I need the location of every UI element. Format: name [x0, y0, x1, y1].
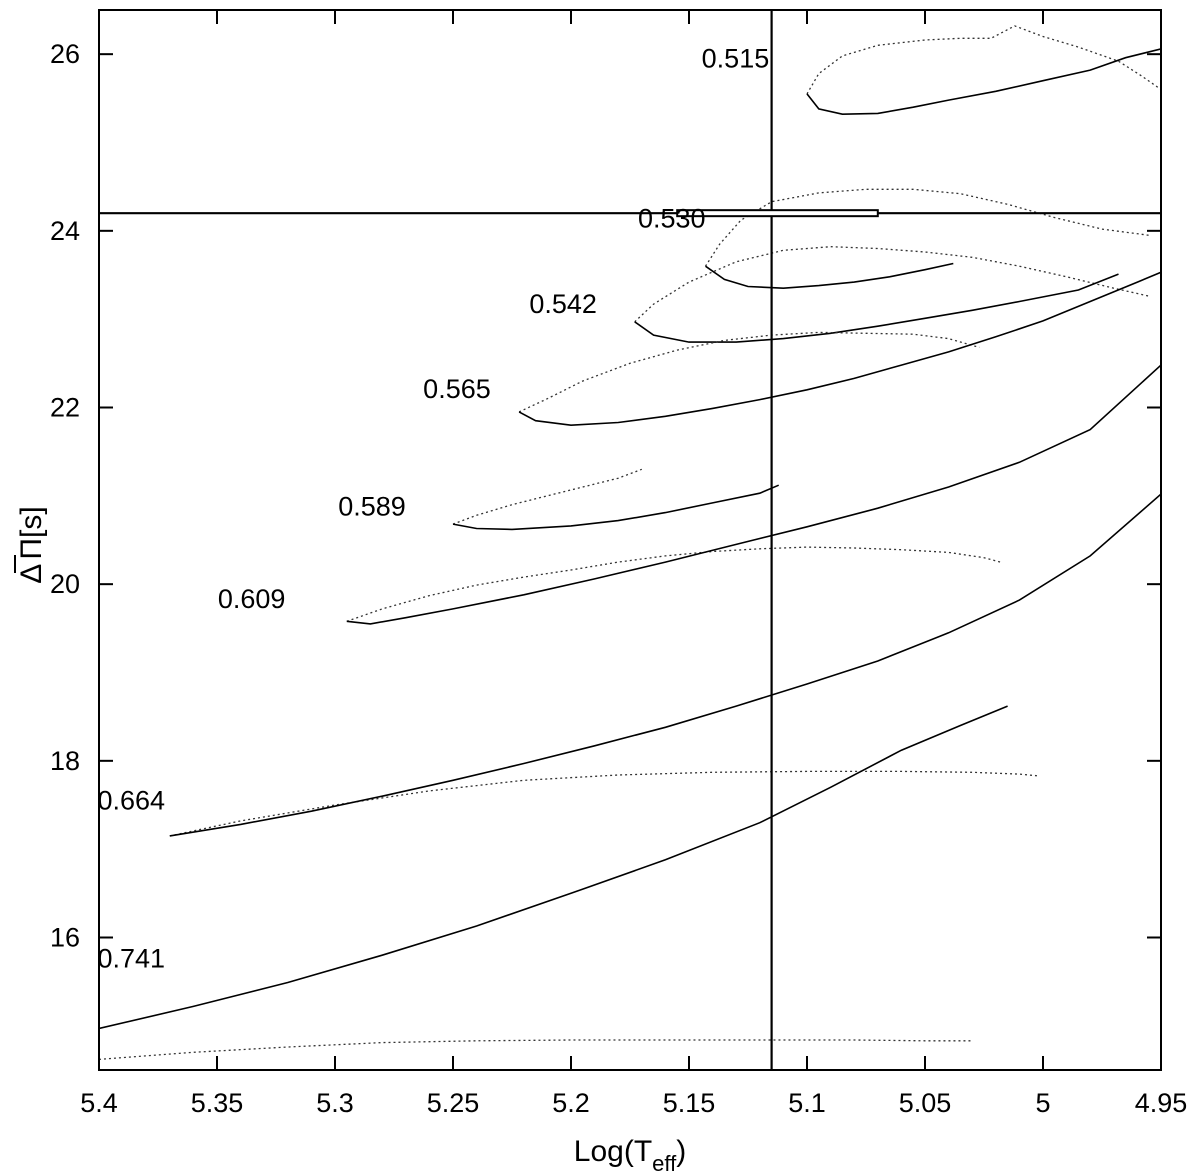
track-0.664-dotted — [169, 770, 1039, 837]
tick-marks — [98, 10, 1162, 1070]
mass-label: 0.664 — [98, 785, 166, 815]
mass-label: 0.515 — [702, 43, 770, 73]
y-tick-label: 22 — [50, 393, 80, 423]
x-tick-label: 5.4 — [80, 1088, 118, 1118]
x-tick-label: 5.2 — [552, 1088, 590, 1118]
x-tick-label: 4.95 — [1135, 1088, 1188, 1118]
track-0.741-solid — [99, 705, 1008, 1030]
track-0.542-solid — [634, 273, 1119, 343]
mass-labels: 0.515 0.530 0.542 0.565 0.589 0.609 0.664 0.741 — [98, 43, 770, 973]
track-0.741-dotted — [99, 1039, 973, 1061]
y-tick-label: 26 — [50, 39, 80, 69]
x-tick-label: 5.1 — [788, 1088, 826, 1118]
plot-frame — [98, 9, 1162, 1071]
y-tick-label: 16 — [50, 923, 80, 953]
mass-label: 0.609 — [218, 584, 286, 614]
y-axis-title: ΔΠ[s] — [14, 506, 48, 584]
track-0.530-solid — [705, 262, 954, 290]
mass-label: 0.565 — [423, 374, 491, 404]
x-axis-title: Log(Teff) — [574, 1135, 686, 1172]
evolutionary-tracks — [99, 25, 1161, 1061]
y-tick-label: 20 — [50, 569, 80, 599]
track-0.589-solid — [452, 484, 780, 531]
track-0.542-dotted — [634, 246, 1150, 323]
track-0.664-solid — [169, 493, 1161, 837]
svg-text:ΔΠ[s]: ΔΠ[s] — [15, 506, 48, 583]
observed-reference — [99, 10, 1161, 1070]
mass-label: 0.530 — [638, 203, 706, 233]
track-0.515-solid — [806, 48, 1161, 116]
x-tick-label: 5.35 — [191, 1088, 244, 1118]
track-0.609-solid — [346, 364, 1161, 625]
y-tick-label: 24 — [50, 216, 80, 246]
mass-label: 0.589 — [338, 491, 406, 521]
mass-label: 0.542 — [529, 289, 597, 319]
teff-error-bar — [676, 209, 879, 218]
axis-tick-labels: 5.4 5.35 5.3 5.25 5.2 5.15 5.1 5.05 5 4.95 16 18 20 2… — [50, 39, 1187, 1118]
track-0.609-dotted — [346, 546, 1001, 622]
x-tick-label: 5.05 — [899, 1088, 952, 1118]
x-tick-label: 5.25 — [427, 1088, 480, 1118]
track-0.589-dotted — [452, 468, 643, 525]
x-tick-label: 5.15 — [663, 1088, 716, 1118]
y-tick-label: 18 — [50, 746, 80, 776]
x-tick-label: 5 — [1035, 1088, 1050, 1118]
track-0.515-dotted — [806, 25, 1161, 95]
track-0.565-solid — [518, 271, 1161, 427]
track-0.565-dotted — [518, 331, 980, 413]
x-tick-label: 5.3 — [316, 1088, 354, 1118]
mass-label: 0.741 — [98, 944, 166, 974]
y-axis-pi: Π — [15, 538, 48, 560]
